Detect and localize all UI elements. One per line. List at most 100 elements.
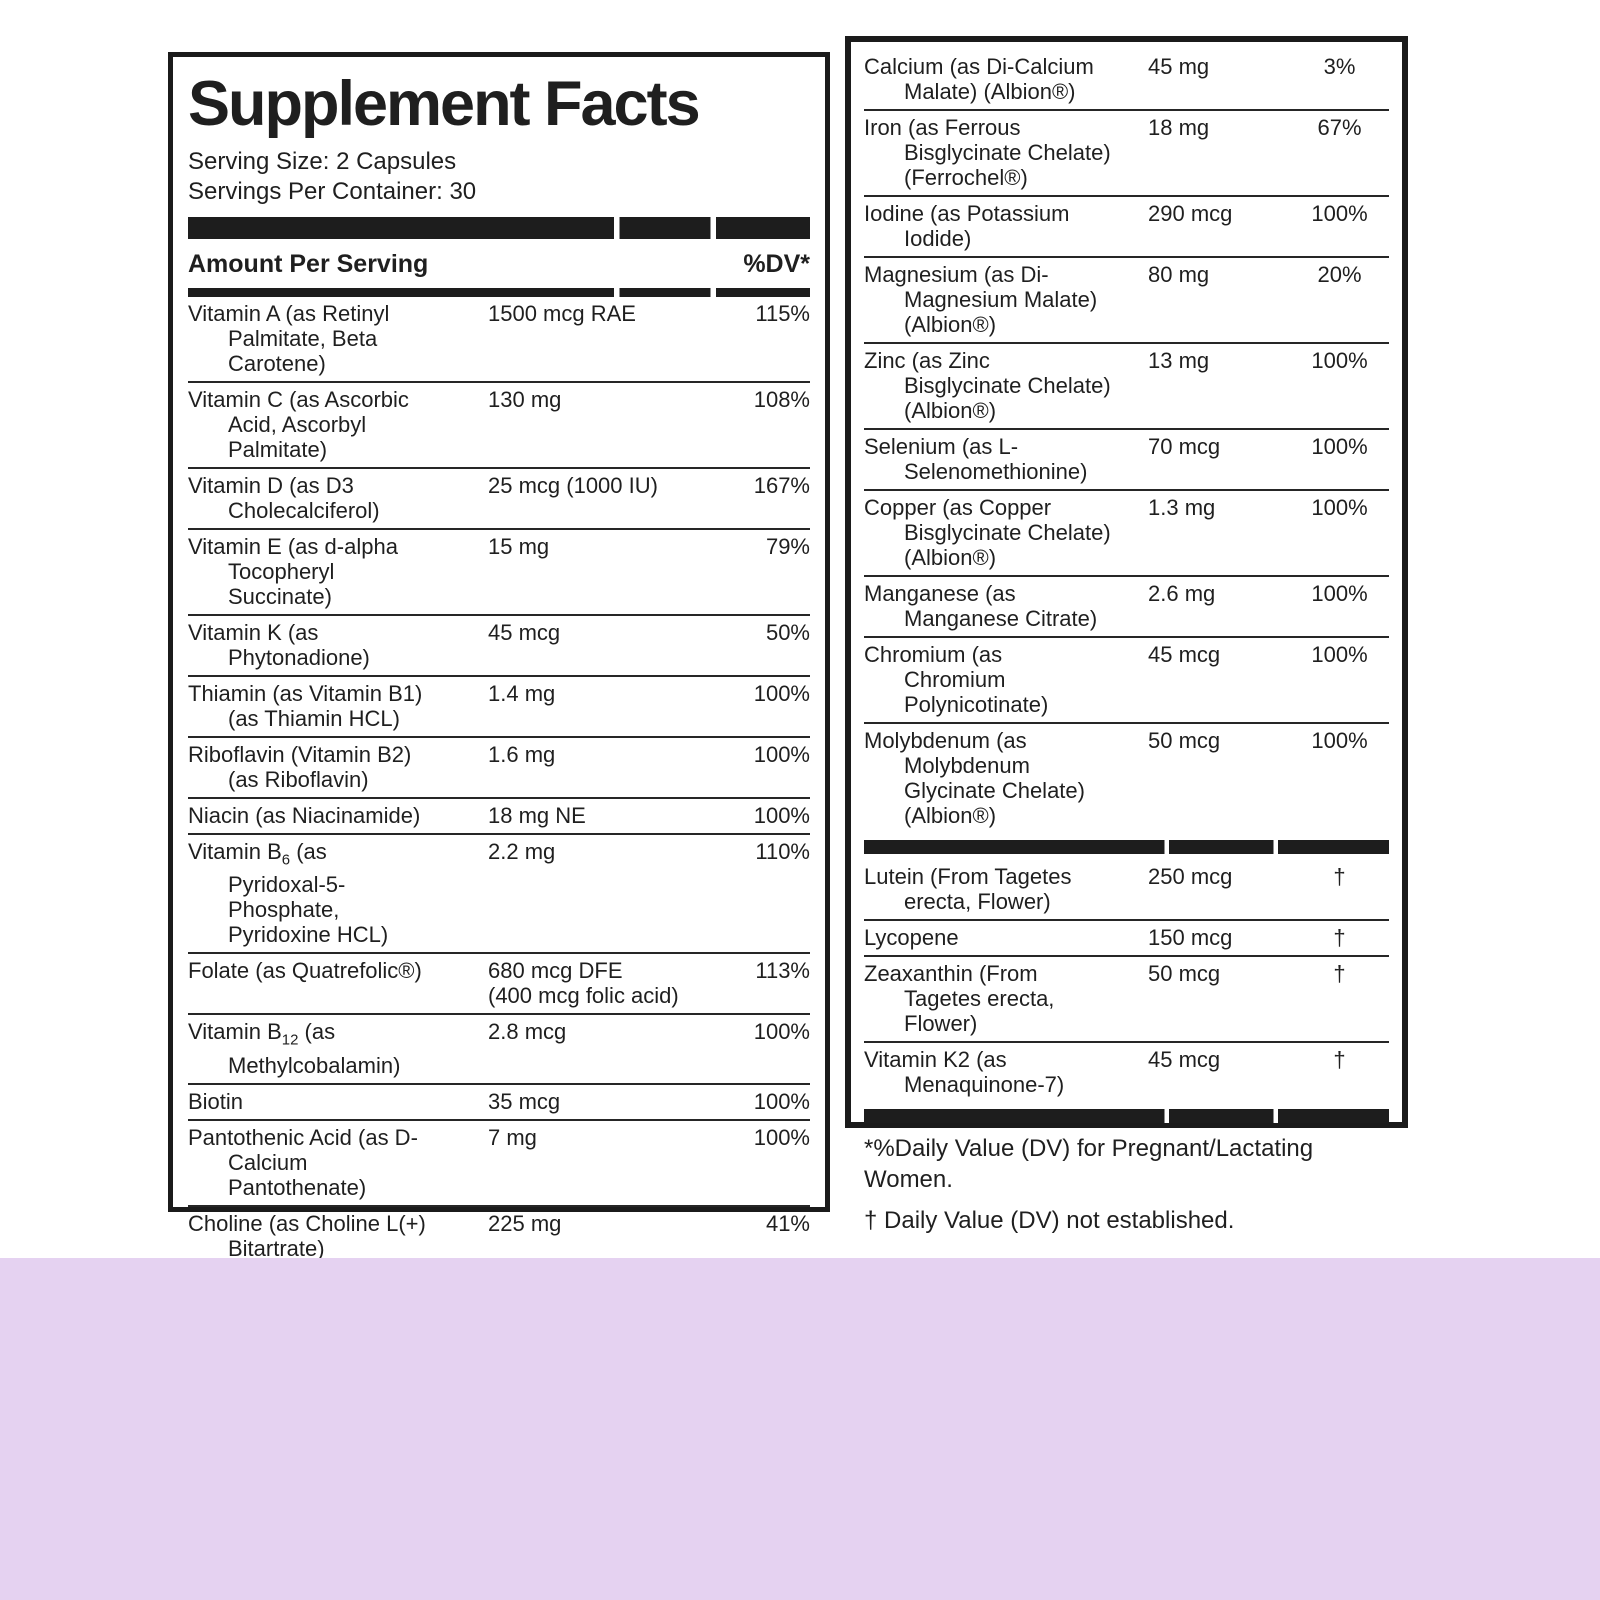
nutrient-amount: 680 mcg DFE (400 mcg folic acid) [488,958,679,1009]
nutrient-name: Vitamin K2 (as Menaquinone-7) [864,1047,1065,1097]
nutrient-name: Vitamin K (as Phytonadione) [188,620,370,670]
nutrient-name: Zeaxanthin (From Tagetes erecta, Flower) [864,961,1055,1036]
nutrient-name: Molybdenum (as Molybdenum Glycinate Chelat… [864,728,1085,828]
nutrient-amount: 15 mg [488,534,550,559]
nutrient-dv: 50% [765,620,810,645]
table-row: Pantothenic Acid (as D- Calcium Pantothena… [188,1118,810,1205]
nutrient-name: Vitamin E (as d-alpha Tocopheryl Succinate… [188,534,398,609]
nutrient-dv: 167% [753,473,810,498]
nutrient-amount: 18 mg NE [488,803,586,828]
nutrient-amount: 2.2 mg [488,839,556,864]
nutrient-dv: 100% [1311,728,1368,753]
nutrient-name: Lutein (From Tagetes erecta, Flower) [864,864,1072,914]
table-row: Calcium (as Di-Calcium Malate) (Albion®) 4… [864,50,1389,109]
left-table-rows: Vitamin A (as Retinyl Palmitate, Beta Caro… [188,297,810,1291]
table-row: Vitamin K2 (as Menaquinone-7) 45 mcg † [864,1041,1389,1102]
table-row: Folate (as Quatrefolic®) 680 mcg DFE (400 … [188,952,810,1013]
table-row: Riboflavin (Vitamin B2) (as Riboflavin) 1.… [188,736,810,797]
nutrient-name: Niacin (as Niacinamide) [188,803,421,828]
table-row: Iodine (as Potassium Iodide) 290 mcg 100% [864,195,1389,256]
nutrient-amount: 150 mcg [1148,925,1233,950]
nutrient-dv: 100% [753,1088,810,1114]
nutrient-dv: 67% [1317,115,1362,140]
nutrient-name: Biotin [188,1088,244,1114]
nutrient-amount: 2.8 mcg [488,1019,567,1045]
nutrient-amount: 290 mcg [1148,201,1233,226]
nutrient-amount: 7 mg [488,1124,537,1150]
nutrient-name: Magnesium (as Di- Magnesium Malate) (Albio… [864,262,1098,337]
nutrient-dv: † [1333,864,1346,889]
nutrient-dv: † [1333,961,1346,986]
right-table-rows-other: Lutein (From Tagetes erecta, Flower) 250 m… [864,860,1389,1102]
nutrient-dv: 100% [1311,581,1368,606]
nutrient-name: Vitamin B12 (as Methylcobalamin) [188,1019,401,1078]
nutrient-name: Iodine (as Potassium Iodide) [864,201,1070,251]
nutrient-name: Folate (as Quatrefolic®) [188,958,422,984]
nutrient-name: Manganese (as Manganese Citrate) [864,581,1098,631]
nutrient-dv: 41% [765,1210,810,1236]
nutrient-dv: 100% [1311,201,1368,226]
table-row: Vitamin B12 (as Methylcobalamin) 2.8 mcg 10… [188,1013,810,1082]
nutrient-dv: 100% [753,1019,810,1045]
table-row: Lycopene 150 mcg † [864,919,1389,955]
nutrient-name: Pantothenic Acid (as D- Calcium Pantothena… [188,1124,418,1200]
nutrient-name: Vitamin B6 (as Pyridoxal-5- Phosphate, Pyri… [188,839,389,948]
footnote-dagger: † Daily Value (DV) not established. [864,1207,1235,1234]
nutrient-name: Riboflavin (Vitamin B2) (as Riboflavin) [188,742,412,792]
nutrient-dv: 20% [1317,262,1362,287]
nutrient-name: Zinc (as Zinc Bisglycinate Chelate) (Albio… [864,348,1111,423]
table-row: Choline (as Choline L(+)Bitartrate)(Vita… [188,1204,810,1291]
nutrient-dv: 113% [755,958,810,984]
divider-bar-section-1 [864,840,1389,854]
supplement-facts-panel-right: Calcium (as Di-Calcium Malate) (Albion®) 4… [845,36,1408,1234]
table-row: Niacin (as Niacinamide) 18 mg NE 100% [188,797,810,833]
divider-bar-medium [188,288,810,297]
table-row: Vitamin C (as Ascorbic Acid, Ascorbyl Palm… [188,381,810,467]
nutrient-amount: 250 mcg [1148,864,1233,889]
nutrient-name: Calcium (as Di-Calcium Malate) (Albion®) [864,54,1094,104]
nutrient-amount: 45 mg [1148,54,1210,79]
nutrient-dv: 100% [1311,642,1368,667]
table-row: Zeaxanthin (From Tagetes erecta, Flower) 50… [864,955,1389,1041]
nutrient-dv: 100% [753,681,810,706]
nutrient-amount: 70 mcg [1148,434,1221,459]
nutrient-name: Lycopene [864,925,959,950]
nutrient-amount: 2.6 mg [1148,581,1216,606]
nutrient-dv: 110% [755,839,810,864]
nutrient-dv: 100% [753,1124,810,1150]
table-row: Iron (as Ferrous Bisglycinate Chelate) (Fe… [864,109,1389,195]
table-row: Vitamin B6 (as Pyridoxal-5- Phosphate, Pyri… [188,833,810,952]
nutrient-amount: 130 mg [488,387,562,412]
nutrient-amount: 35 mcg [488,1088,561,1114]
nutrient-amount: 50 mcg [1148,728,1221,753]
nutrient-amount: 225 mg [488,1210,562,1236]
supplement-facts-panel-left: Supplement Facts Serving Size: 2 Capsule… [168,52,830,1286]
table-row: Vitamin D (as D3 Cholecalciferol) 25 mcg (… [188,467,810,528]
nutrient-dv: † [1333,1047,1346,1072]
footnote-dv: *%Daily Value (DV) for Pregnant/Lactatin… [864,1135,1314,1193]
nutrient-name: Thiamin (as Vitamin B1) (as Thiamin HCL) [188,681,423,731]
table-row: Molybdenum (as Molybdenum Glycinate Chelat… [864,722,1389,833]
nutrient-dv: 115% [755,301,810,326]
nutrient-name: Copper (as Copper Bisglycinate Chelate) (A… [864,495,1111,570]
nutrient-name: Vitamin D (as D3 Cholecalciferol) [188,473,380,523]
nutrient-amount: 1.3 mg [1148,495,1216,520]
table-header-row: Amount Per Serving %DV* [188,241,810,286]
nutrient-amount: 45 mcg [488,620,561,645]
nutrient-amount: 80 mg [1148,262,1210,287]
nutrient-name: Iron (as Ferrous Bisglycinate Chelate) (Fe… [864,115,1111,190]
table-row: Biotin 35 mcg 100% [188,1082,810,1119]
table-row: Vitamin A (as Retinyl Palmitate, Beta Caro… [188,297,810,381]
nutrient-dv: 100% [753,803,810,828]
table-row: Copper (as Copper Bisglycinate Chelate) (A… [864,489,1389,575]
servings-per-container: Servings Per Container: 30 [188,178,477,205]
nutrient-dv: 108% [753,387,810,412]
nutrient-dv: 100% [753,742,810,767]
nutrient-amount: 50 mcg [1148,961,1221,986]
nutrient-dv: 3% [1323,54,1356,79]
nutrient-name: Chromium (as Chromium Polynicotinate) [864,642,1049,717]
nutrient-dv: 79% [765,534,810,559]
table-row: Thiamin (as Vitamin B1) (as Thiamin HCL) 1… [188,675,810,736]
nutrient-amount: 1.4 mg [488,681,556,706]
table-row: Manganese (as Manganese Citrate) 2.6 mg 100… [864,575,1389,636]
